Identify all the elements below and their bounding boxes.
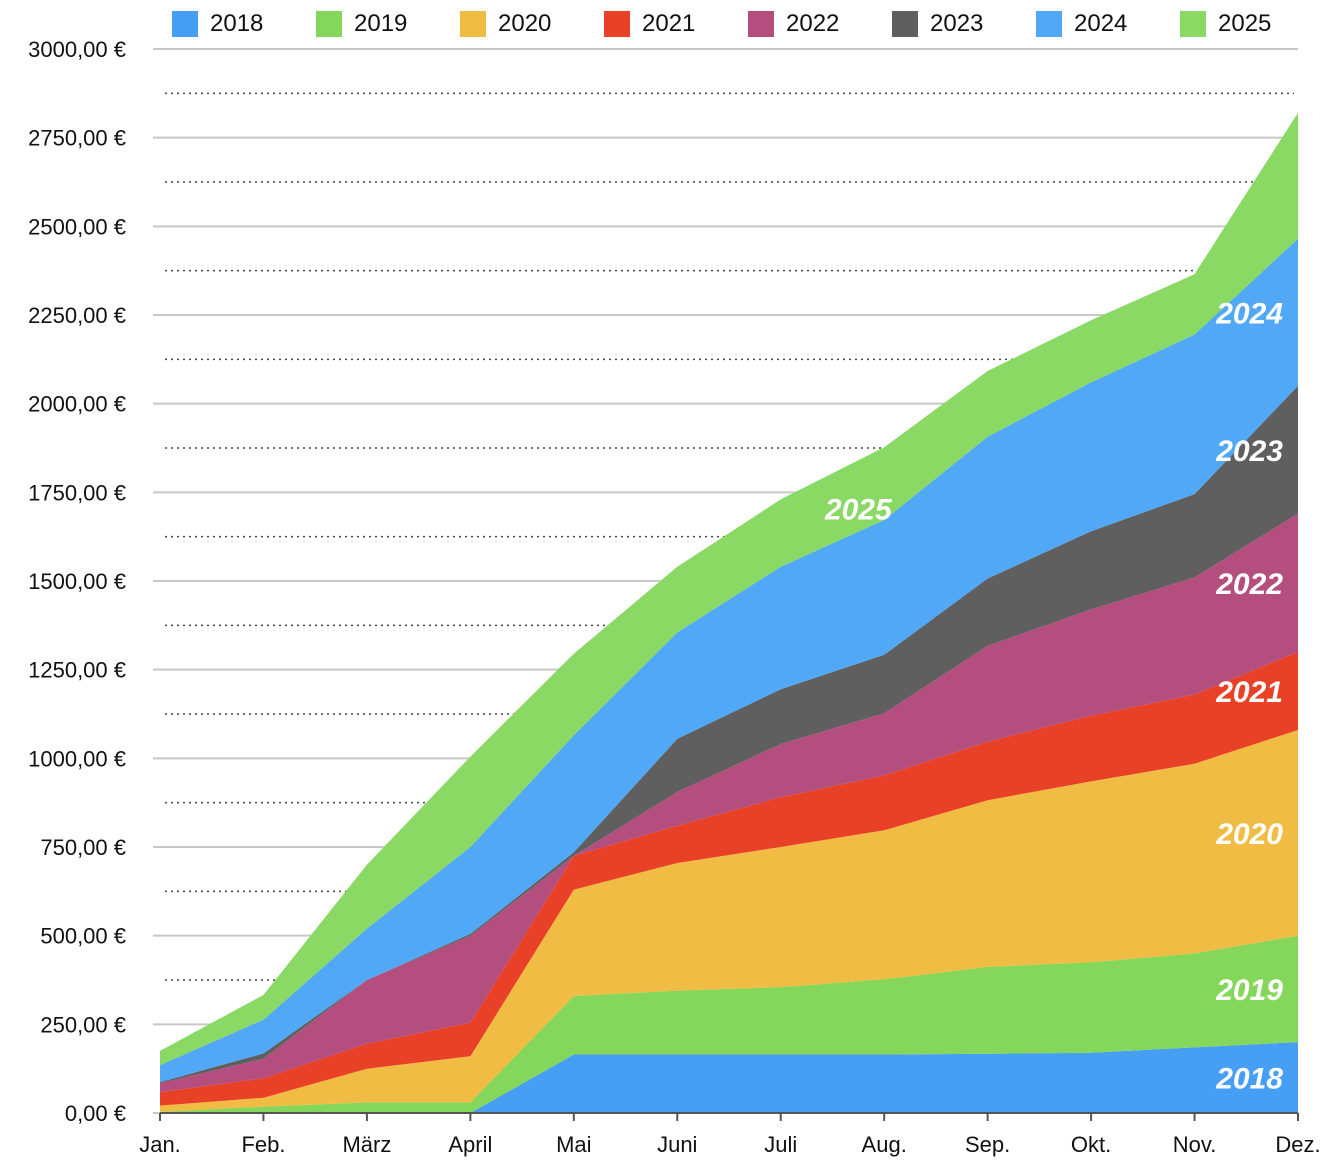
x-tick-label: April xyxy=(448,1132,492,1157)
legend-item-2025: 2025 xyxy=(1180,10,1324,38)
legend-swatch xyxy=(172,11,198,37)
area-series-2018 xyxy=(160,1042,1298,1113)
area-label-2019: 2019 xyxy=(1215,974,1283,1007)
legend-item-2019: 2019 xyxy=(316,10,460,38)
y-tick-label: 250,00 € xyxy=(40,1012,126,1037)
legend-label: 2022 xyxy=(786,10,840,37)
legend-label: 2024 xyxy=(1074,10,1128,37)
legend-swatch xyxy=(892,11,918,37)
area-label-2021: 2021 xyxy=(1215,676,1283,709)
area-series-2025 xyxy=(160,112,1298,1066)
y-tick-label: 1750,00 € xyxy=(28,480,126,505)
y-tick-label: 2500,00 € xyxy=(28,214,126,239)
legend-label: 2018 xyxy=(210,10,264,37)
area-series-2023 xyxy=(160,385,1298,1084)
area-label-2023: 2023 xyxy=(1215,435,1283,468)
legend-swatch xyxy=(604,11,630,37)
x-tick-label: März xyxy=(342,1132,391,1157)
legend-label: 2021 xyxy=(642,10,696,37)
area-label-2022: 2022 xyxy=(1215,568,1283,601)
legend-item-2024: 2024 xyxy=(1036,10,1180,38)
area-label-2018: 2018 xyxy=(1215,1063,1283,1096)
y-tick-label: 1500,00 € xyxy=(28,569,126,594)
y-tick-label: 1250,00 € xyxy=(28,658,126,683)
y-tick-label: 2750,00 € xyxy=(28,126,126,151)
x-tick-label: Feb. xyxy=(241,1132,285,1157)
y-tick-label: 3000,00 € xyxy=(28,37,126,62)
area-label-2024: 2024 xyxy=(1215,297,1283,330)
legend: 2018 2019 2020 2021 2022 2023 2024 2025 xyxy=(172,10,1324,38)
legend-swatch xyxy=(316,11,342,37)
axes: 0,00 € 250,00 € 500,00 € 750,00 € 1000,00 € 1… xyxy=(28,37,1321,1157)
x-tick-label: Juli xyxy=(764,1132,797,1157)
x-tick-label: Dez. xyxy=(1275,1132,1320,1157)
area-series-2020 xyxy=(160,730,1298,1112)
legend-swatch xyxy=(748,11,774,37)
area-labels: 2018 2019 2020 2021 2022 2023 2024 2025 xyxy=(824,297,1283,1095)
y-tick-label: 750,00 € xyxy=(40,835,126,860)
areas xyxy=(160,112,1298,1113)
x-tick-label: Juni xyxy=(657,1132,697,1157)
legend-item-2023: 2023 xyxy=(892,10,1036,38)
y-tick-label: 2000,00 € xyxy=(28,392,126,417)
area-series-2024 xyxy=(160,238,1298,1083)
y-tick-label: 0,00 € xyxy=(65,1101,126,1126)
legend-label: 2019 xyxy=(354,10,408,37)
legend-label: 2025 xyxy=(1218,10,1272,37)
x-tick-label: Nov. xyxy=(1173,1132,1217,1157)
y-tick-label: 500,00 € xyxy=(40,924,126,949)
area-label-2020: 2020 xyxy=(1215,818,1283,851)
legend-item-2022: 2022 xyxy=(748,10,892,38)
legend-label: 2020 xyxy=(498,10,552,37)
legend-item-2020: 2020 xyxy=(460,10,604,38)
area-label-2025: 2025 xyxy=(824,493,893,526)
y-tick-label: 2250,00 € xyxy=(28,303,126,328)
legend-label: 2023 xyxy=(930,10,984,37)
x-tick-label: Okt. xyxy=(1071,1132,1111,1157)
legend-swatch xyxy=(1180,11,1206,37)
x-tick-label: Aug. xyxy=(862,1132,907,1157)
x-tick-label: Jan. xyxy=(139,1132,181,1157)
x-tick-label: Mai xyxy=(556,1132,591,1157)
area-series-2021 xyxy=(160,651,1298,1106)
area-series-2019 xyxy=(160,935,1298,1113)
area-series-2022 xyxy=(160,513,1298,1093)
y-tick-label: 1000,00 € xyxy=(28,746,126,771)
legend-item-2021: 2021 xyxy=(604,10,748,38)
legend-swatch xyxy=(1036,11,1062,37)
legend-swatch xyxy=(460,11,486,37)
legend-item-2018: 2018 xyxy=(172,10,316,38)
x-tick-label: Sep. xyxy=(965,1132,1010,1157)
